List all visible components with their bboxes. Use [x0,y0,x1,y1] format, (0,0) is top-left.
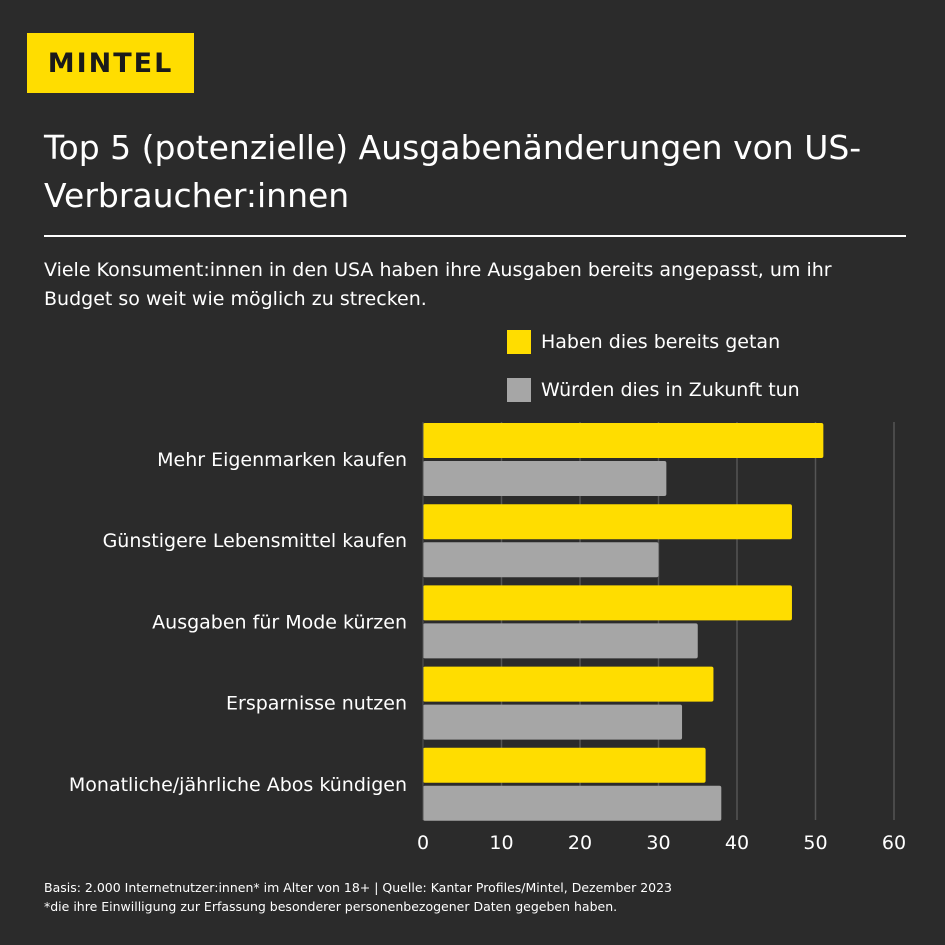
legend-label: Haben dies bereits getan [541,331,781,353]
mintel-logo: MINTEL [27,33,194,93]
divider [44,235,906,237]
category-label: Mehr Eigenmarken kaufen [157,449,407,471]
bar-future [423,542,659,578]
x-tick-label: 60 [882,832,906,854]
x-tick-label: 40 [725,832,749,854]
bar-future [423,623,698,659]
bar-already [423,585,792,621]
chart-subtitle: Viele Konsument:innen in den USA haben i… [44,259,832,310]
chart-title: Top 5 (potenzielle) Ausgabenänderungen v… [44,128,862,215]
category-label: Ersparnisse nutzen [226,693,407,715]
category-label: Günstigere Lebensmittel kaufen [103,530,407,552]
legend-swatch-gray [507,378,531,402]
bar-already [423,504,792,540]
legend-swatch-yellow [507,330,531,354]
bar-future [423,461,667,496]
bar-future [423,704,683,740]
bar-already [423,666,714,702]
bar-future [423,785,722,821]
category-label: Monatliche/jährliche Abos kündigen [69,774,407,796]
footer: Basis: 2.000 Internetnutzer:innen* im Al… [44,878,672,916]
legend-label: Würden dies in Zukunft tun [541,379,800,401]
x-tick-label: 50 [803,832,827,854]
x-tick-label: 20 [568,832,592,854]
source-note: Basis: 2.000 Internetnutzer:innen* im Al… [44,880,673,895]
footnote: *die ihre Einwilligung zur Erfassung bes… [44,899,618,914]
bar-already [423,423,824,458]
x-tick-label: 0 [417,832,429,854]
x-tick-label: 10 [489,832,513,854]
category-label: Ausgaben für Mode kürzen [152,611,407,633]
x-tick-label: 30 [646,832,670,854]
legend-item-already: Haben dies bereits getan [507,330,780,354]
legend-item-future: Würden dies in Zukunft tun [507,378,800,402]
bar-already [423,747,706,783]
